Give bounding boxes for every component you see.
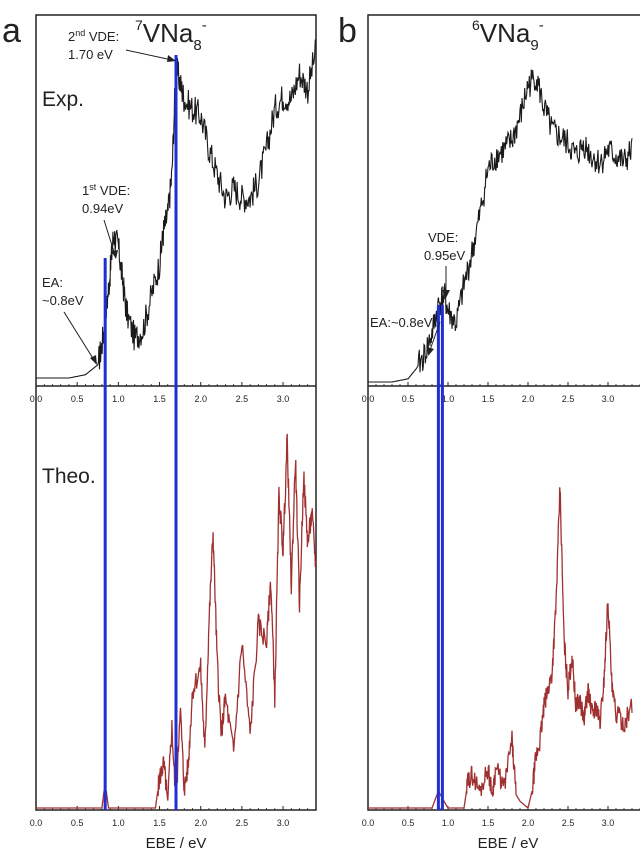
panel-b-top-tick-label: 1.5 xyxy=(482,394,495,404)
panel-b-top-tick-label: 0.0 xyxy=(362,394,375,404)
panel-a-ea-line1: EA: xyxy=(42,275,63,290)
panel-a-vde2-value: 1.70 eV xyxy=(68,47,113,62)
panel-a-vde2-arrowhead xyxy=(167,55,176,62)
panel-a: a 7VNa8- 0.0 0.5 1.0 1.5 2.0 2.5 3.0 0.0 0.5 1.0… xyxy=(2,12,317,852)
panel-b-top-tick-label: 0.5 xyxy=(402,394,415,404)
panel-a-theo-label: Theo. xyxy=(42,465,96,488)
panel-a-top-tick-label: 0.0 xyxy=(30,394,43,404)
panel-a-bottom-tick-label: 2.5 xyxy=(236,818,249,828)
panel-a-title-main: VNa xyxy=(143,18,194,48)
panel-b-bottom-tick-label: 1.0 xyxy=(442,818,455,828)
panel-a-bottom-tick-label: 3.0 xyxy=(277,818,290,828)
panel-a-title-sub: 8 xyxy=(193,37,201,54)
panel-b-title-sup: - xyxy=(539,17,544,34)
panel-a-vde2-text: VDE: xyxy=(85,29,119,44)
panel-b-xlabel: EBE / eV xyxy=(478,835,539,852)
panel-a-vde1-arrowhead xyxy=(111,250,118,259)
panel-b-title-iso: 6 xyxy=(472,17,480,33)
panel-a-vde1-label: 1st VDE: xyxy=(82,182,130,198)
panel-a-vde1-arrow xyxy=(103,219,116,256)
panel-b-top-tick-label: 1.0 xyxy=(442,394,455,404)
panel-b-ea-arrowhead xyxy=(427,347,434,356)
panel-a-title-sup: - xyxy=(202,17,207,34)
panel-a-vde1-sup: st xyxy=(89,182,97,192)
panel-b-ea-arrow xyxy=(429,321,441,351)
panel-letter-b: b xyxy=(338,12,357,50)
panel-b-title: 6VNa9- xyxy=(472,17,544,54)
panel-b-bottom-tick-label: 3.0 xyxy=(602,818,615,828)
panel-a-ea-line2: ~0.8eV xyxy=(42,293,84,308)
panel-a-top-tick-label: 0.5 xyxy=(71,394,84,404)
panel-a-top-tick-axis: 0.0 0.5 1.0 1.5 2.0 2.5 3.0 xyxy=(30,382,317,404)
panel-b-vde-line1: VDE: xyxy=(428,230,458,245)
panel-a-bottom-tick-label: 0.5 xyxy=(71,818,84,828)
panel-a-vde2-sup: nd xyxy=(75,28,85,38)
panel-a-title: 7VNa8- xyxy=(135,17,207,54)
panel-b-bottom-tick-axis: 0.0 0.5 1.0 1.5 2.0 2.5 3.0 xyxy=(362,806,640,828)
panel-b-exp-spectrum xyxy=(368,69,633,383)
panel-b-top-tick-label: 2.0 xyxy=(522,394,535,404)
panel-a-bottom-tick-label: 0.0 xyxy=(30,818,43,828)
panel-a-ea-arrowhead xyxy=(90,355,97,365)
panel-b-bottom-tick-label: 0.0 xyxy=(362,818,375,828)
panel-a-bottom-tick-label: 1.0 xyxy=(112,818,125,828)
panel-a-theo-spectrum xyxy=(36,433,317,809)
panel-a-top-tick-label: 2.5 xyxy=(236,394,249,404)
panel-b-title-main: VNa xyxy=(480,18,531,48)
panel-b-ea-label: EA:~0.8eV xyxy=(370,315,433,330)
panel-a-bottom-tick-label: 2.0 xyxy=(194,818,207,828)
panel-b-bottom-tick-label: 0.5 xyxy=(402,818,415,828)
panel-a-bottom-tick-label: 1.5 xyxy=(153,818,166,828)
panel-b-theo-spectrum xyxy=(368,487,633,810)
panel-b-bottom-tick-label: 2.5 xyxy=(562,818,575,828)
panel-letter-a: a xyxy=(2,12,21,50)
panel-b-title-sub: 9 xyxy=(530,37,538,54)
panel-b-vde-value: 0.95eV xyxy=(424,248,466,263)
panel-b-frame xyxy=(367,14,640,811)
panel-b-top-tick-axis: 0.0 0.5 1.0 1.5 2.0 2.5 3.0 xyxy=(362,382,640,404)
panel-b-vde-arrowhead xyxy=(442,290,450,298)
panel-b: b 6VNa9- 0.0 0.5 1.0 1.5 2.0 2.5 3.0 0.0 0.5 1.0… xyxy=(338,12,640,852)
panel-a-vde1-value: 0.94eV xyxy=(82,201,124,216)
panel-a-bottom-tick-axis: 0.0 0.5 1.0 1.5 2.0 2.5 3.0 xyxy=(30,806,317,828)
panel-a-xlabel: EBE / eV xyxy=(146,835,207,852)
panel-a-vde2-label: 2nd VDE: xyxy=(68,28,119,44)
panel-a-vde2-num: 2 xyxy=(68,29,75,44)
panel-a-vde1-num: 1 xyxy=(82,183,89,198)
panel-a-top-tick-label: 2.0 xyxy=(194,394,207,404)
panel-b-bottom-tick-label: 2.0 xyxy=(522,818,535,828)
panel-b-top-tick-label: 3.0 xyxy=(602,394,615,404)
panel-a-title-iso: 7 xyxy=(135,17,143,33)
panel-a-ea-arrow xyxy=(63,311,95,361)
panel-a-exp-label: Exp. xyxy=(42,88,84,111)
panel-a-top-tick-label: 3.0 xyxy=(277,394,290,404)
panel-a-vde1-text: VDE: xyxy=(96,183,130,198)
panel-a-vde2-arrow xyxy=(125,49,173,61)
panel-b-top-tick-label: 2.5 xyxy=(562,394,575,404)
panel-b-bottom-tick-label: 1.5 xyxy=(482,818,495,828)
panel-a-top-tick-label: 1.0 xyxy=(112,394,125,404)
panel-a-top-tick-label: 1.5 xyxy=(153,394,166,404)
